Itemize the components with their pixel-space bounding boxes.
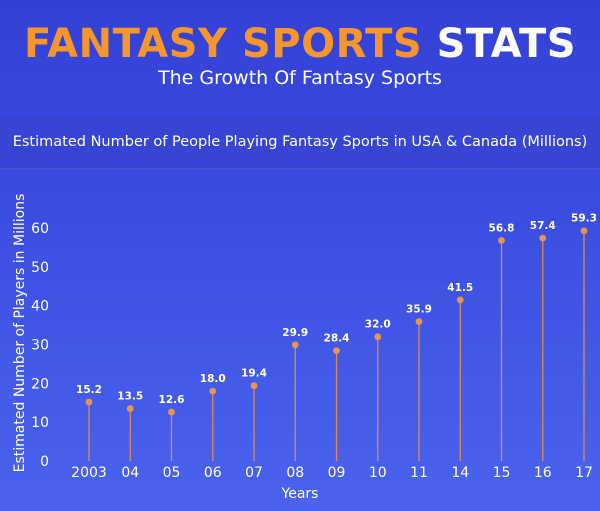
data-point [539,234,547,242]
page-subtitle: The Growth Of Fantasy Sports [158,67,442,89]
data-point [580,227,588,235]
data-point [291,341,299,349]
x-tick-label: 16 [534,465,552,481]
y-tick-label: 30 [31,338,49,354]
data-point [85,398,93,406]
x-tick-label: 07 [245,465,263,481]
x-tick-label: 10 [369,465,387,481]
data-label: 32.0 [365,319,391,331]
x-tick-label: 2003 [71,465,107,481]
data-point [126,405,134,412]
data-label: 29.9 [282,327,308,339]
page-title-accent: FANTASY SPORTS [23,21,423,67]
x-tick-label: 17 [575,465,593,481]
data-point [415,318,423,325]
data-point [333,347,340,355]
page-title-plain: STATS [436,21,577,67]
y-tick-label: 10 [31,415,49,431]
data-label: 28.4 [324,333,350,345]
data-label: 13.5 [117,391,143,403]
data-point [168,408,175,416]
chart-data-labels: 15.2 13.5 12.6 18.0 19.4 29.9 28.4 32.0 35.9 41.5… [76,213,597,406]
data-point [374,333,382,341]
x-tick-label: 06 [204,465,222,481]
y-tick-label: 50 [31,260,49,276]
y-tick-label: 0 [40,454,49,470]
chart-stems [88,230,585,461]
data-label: 59.3 [571,213,597,225]
data-point [209,387,217,395]
data-point [250,382,258,390]
y-tick-label: 20 [31,376,49,392]
data-label: 35.9 [406,304,432,316]
x-tick-label: 11 [410,465,428,481]
data-label: 18.0 [200,373,226,385]
data-point [498,237,505,244]
page-title: FANTASY SPORTS STATS [0,18,600,70]
x-tick-label: 05 [163,465,181,481]
x-tick-label: 08 [286,465,304,481]
data-label: 15.2 [76,384,102,396]
y-tick-label: 40 [31,299,49,315]
y-tick-label: 60 [31,221,49,237]
chart-title-band [0,118,600,169]
chart-title: Estimated Number of People Playing Fanta… [12,134,588,150]
data-label: 19.4 [241,368,267,380]
data-label: 41.5 [447,282,473,294]
data-point [456,296,464,304]
y-axis-title: Estimated Number of Players in Millions [12,194,28,473]
x-tick-label: 15 [493,465,511,481]
chart-points [85,227,588,416]
x-axis-title: Years [281,486,319,502]
data-label: 56.8 [489,222,515,234]
x-tick-label: 09 [328,465,346,481]
x-axis-ticks: 2003 04 05 06 07 08 09 10 11 14 15 16 17 [71,465,593,481]
data-label: 57.4 [530,220,556,232]
y-axis-ticks: 0 10 20 30 40 50 60 [31,221,49,470]
data-label: 12.6 [159,394,185,406]
x-tick-label: 14 [451,465,469,481]
x-tick-label: 04 [121,465,139,481]
